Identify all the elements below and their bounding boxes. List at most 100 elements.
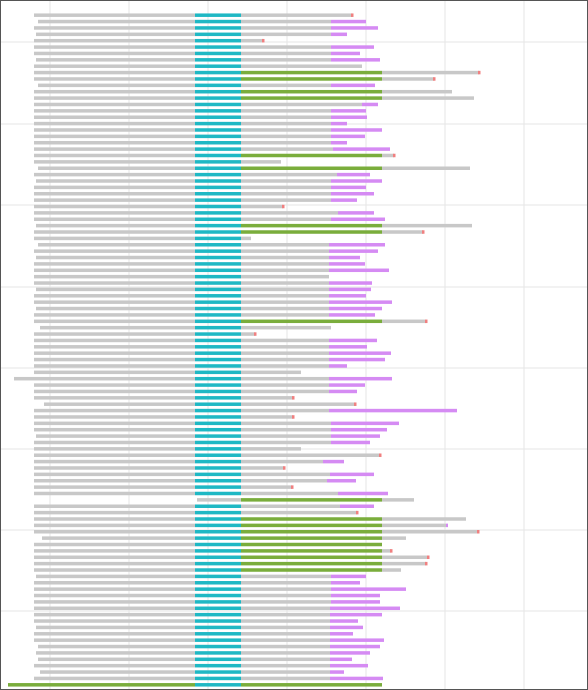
bar-purple-46 (329, 306, 382, 311)
bar-teal-4 (195, 38, 241, 43)
bar-teal-68 (195, 447, 241, 451)
bar-green-48 (241, 319, 382, 324)
bar-teal-63 (195, 415, 241, 419)
bar-gray-10 (34, 77, 195, 81)
bar-teal-37 (195, 249, 241, 253)
bar-gray-42 (34, 281, 195, 285)
bar-teal-95 (195, 619, 241, 623)
bar-gray-right-2 (241, 26, 331, 30)
bar-gray-right-69 (241, 453, 380, 457)
bar-gray-0 (34, 13, 195, 17)
bar-purple-104 (330, 676, 383, 681)
bar-teal-89 (195, 581, 241, 585)
bar-teal-72 (195, 472, 241, 477)
bar-gray-right-0 (241, 13, 352, 17)
bar-gray-right-77 (241, 504, 340, 508)
bar-gray-20 (34, 140, 195, 145)
bar-gray-90 (34, 587, 195, 591)
bar-purple-94 (330, 612, 382, 617)
bar-gray-15 (34, 109, 195, 113)
bar-gray-right-70 (241, 459, 323, 464)
bar-gray-48 (34, 319, 195, 324)
bar-teal-49 (195, 325, 241, 330)
bar-gray-31 (34, 211, 195, 215)
bar-teal-45 (195, 300, 241, 304)
bar-green-12 (241, 89, 382, 94)
bar-teal-74 (195, 485, 241, 489)
bar-gray-right-92 (241, 600, 331, 604)
bar-gray-65 (34, 427, 195, 432)
bar-gray-71 (34, 466, 195, 470)
bar-purple-7 (331, 58, 380, 62)
bar-gray-right-79 (382, 517, 466, 521)
bar-gray-right-6 (241, 51, 331, 56)
bar-teal-90 (195, 587, 241, 591)
bar-purple-37 (329, 249, 378, 253)
bar-gray-right-68 (241, 447, 301, 451)
bar-gray-52 (34, 345, 195, 349)
bar-gray-right-67 (241, 440, 331, 445)
bar-gray-right-80 (382, 523, 446, 528)
bar-gray-41 (34, 274, 195, 279)
bar-gray-right-45 (241, 300, 329, 304)
bar-gray-right-103 (241, 670, 330, 674)
bar-gray-27 (34, 185, 195, 190)
bar-purple-90 (331, 587, 406, 591)
tick-red-81 (477, 530, 480, 534)
bar-teal-29 (195, 198, 241, 202)
bar-purple-98 (330, 638, 384, 642)
bar-gray-right-42 (241, 281, 329, 285)
bar-gray-right-61 (241, 402, 355, 406)
bar-purple-62 (329, 408, 457, 413)
bar-gray-right-32 (241, 217, 331, 222)
bar-gray-24 (38, 166, 195, 170)
bar-teal-61 (195, 402, 241, 406)
bar-gray-right-12 (382, 89, 452, 94)
bar-gray-56 (34, 370, 195, 375)
bar-teal-62 (195, 408, 241, 413)
bar-gray-right-7 (241, 58, 331, 62)
bar-teal-51 (195, 338, 241, 343)
bar-gray-72 (34, 472, 195, 477)
bar-teal-105 (195, 683, 241, 687)
bar-gray-46 (36, 306, 195, 311)
bar-teal-43 (195, 287, 241, 292)
bar-gray-right-95 (241, 619, 330, 623)
bar-gray-right-40 (241, 268, 329, 273)
bar-gray-right-49 (241, 325, 331, 330)
bar-gray-34 (34, 230, 195, 234)
bar-teal-56 (195, 370, 241, 375)
bar-purple-57 (329, 376, 392, 381)
bar-teal-42 (195, 281, 241, 285)
bar-gray-39 (34, 262, 195, 266)
bars (8, 13, 481, 687)
bar-gray-86 (34, 561, 195, 566)
bar-purple-92 (331, 600, 380, 604)
tick-red-85 (427, 555, 430, 560)
bar-teal-1 (195, 19, 241, 24)
bar-green-13 (241, 96, 382, 100)
bar-gray-68 (34, 447, 195, 451)
bar-teal-54 (195, 357, 241, 362)
bar-teal-21 (195, 147, 241, 151)
bar-teal-52 (195, 345, 241, 349)
bar-gray-14 (34, 102, 195, 107)
bar-gray-right-25 (241, 172, 337, 177)
bar-purple-102 (330, 663, 368, 668)
bar-gray-right-29 (241, 198, 331, 202)
bar-gray-93 (34, 606, 195, 611)
bar-gray-right-66 (241, 434, 331, 438)
bar-gray-54 (34, 357, 195, 362)
bar-gray-5 (34, 45, 195, 49)
bar-gray-17 (34, 121, 195, 126)
bar-gray-right-64 (241, 421, 331, 426)
bar-purple-55 (329, 364, 347, 368)
bar-teal-40 (195, 268, 241, 273)
bar-teal-28 (195, 192, 241, 196)
bar-gray-right-33 (382, 223, 472, 228)
bar-gray-right-58 (241, 383, 329, 387)
bar-gray-right-15 (241, 109, 331, 113)
bar-green-81 (241, 530, 382, 534)
bar-teal-75 (195, 491, 241, 496)
bar-gray-right-4 (241, 38, 263, 43)
